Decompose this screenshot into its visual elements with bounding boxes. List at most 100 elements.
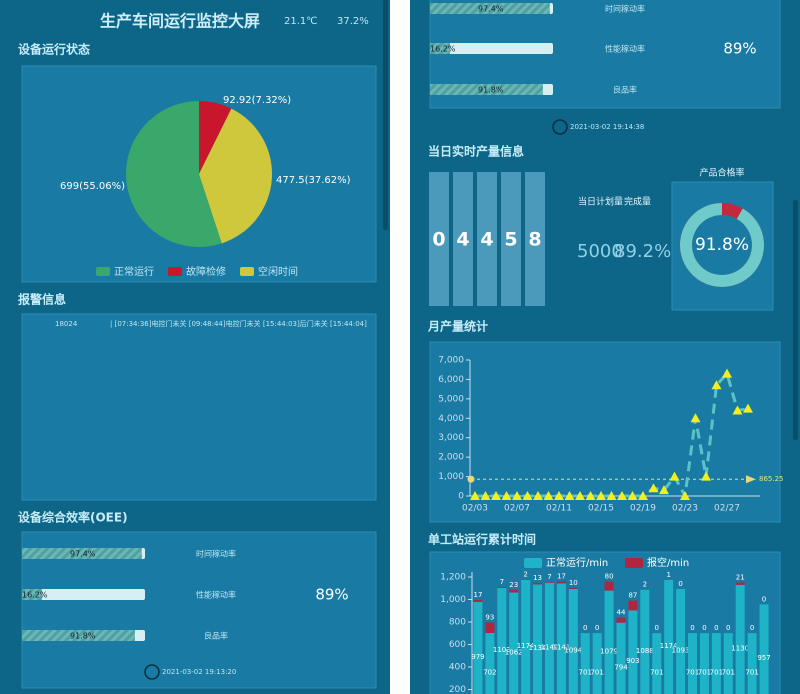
x-tick-label: 02/03	[462, 504, 488, 514]
marker	[501, 491, 512, 500]
bar-label: 701	[698, 669, 711, 677]
mark-start	[467, 475, 475, 483]
legend-swatch	[240, 267, 254, 276]
bar-label: 701	[650, 669, 663, 677]
bar	[604, 590, 614, 694]
rate-title: 产品合格率	[699, 167, 744, 179]
donut-label: 91.8%	[695, 235, 749, 255]
bar	[485, 633, 495, 694]
bar	[735, 584, 745, 694]
bar-label: 80	[605, 573, 614, 581]
title: 生产车间运行监控大屏	[100, 12, 260, 31]
bar	[616, 622, 626, 694]
bar	[664, 579, 674, 694]
marker	[617, 491, 627, 500]
bar-label: 702	[483, 669, 496, 677]
bar-label: 7	[500, 578, 504, 586]
bar-label: 0	[655, 624, 659, 632]
x-tick-label: 02/27	[714, 504, 740, 514]
progress-bar	[22, 589, 42, 600]
bar-label: 1094	[564, 646, 582, 654]
progress-track	[22, 589, 145, 600]
bar-label: 44	[617, 609, 626, 617]
marker	[669, 471, 680, 481]
bar-label: 0	[714, 624, 718, 632]
progress-name: 良品率	[204, 631, 228, 641]
bar-label: 17	[557, 573, 566, 581]
marker	[491, 491, 501, 500]
bar-label: 13	[533, 574, 542, 582]
progress-label: 16.2%	[22, 591, 48, 600]
digit: 4	[456, 229, 469, 251]
bar	[473, 599, 483, 602]
x-tick-label: 02/15	[588, 504, 614, 514]
bar-label: 1088	[636, 647, 654, 655]
digit: 0	[432, 229, 445, 251]
y-tick-label: 1,000	[440, 595, 466, 605]
marker	[701, 471, 711, 481]
bar	[592, 633, 602, 694]
bar	[735, 582, 745, 585]
bar-label: 2	[643, 580, 647, 588]
bar-label: 0	[595, 624, 599, 632]
slice-label: 699(55.06%)	[60, 181, 125, 192]
clock-icon	[144, 664, 160, 680]
bar-label: 701	[722, 669, 735, 677]
pie-slice	[126, 101, 222, 247]
scrollbar[interactable]	[793, 200, 798, 440]
progress-name: 时间稼动率	[605, 4, 645, 14]
marker	[512, 491, 522, 500]
y-tick-label: 7,000	[438, 356, 464, 366]
humidity: 37.2%	[337, 16, 369, 27]
marker	[564, 491, 575, 500]
bar	[628, 610, 638, 694]
bar	[556, 581, 566, 584]
bar	[568, 587, 578, 589]
progress-label: 16.2%	[430, 45, 456, 54]
bar	[640, 589, 650, 694]
alarm-count: 18024	[55, 320, 78, 328]
y-tick-label: 400	[449, 663, 466, 673]
y-tick-label: 2,000	[438, 453, 464, 463]
bar	[759, 604, 769, 694]
bar-label: 1174	[517, 642, 535, 650]
legend-label: 正常运行/min	[546, 556, 608, 569]
y-tick-label: 0	[458, 492, 464, 502]
progress-name: 时间稼动率	[196, 549, 236, 559]
progress-name: 性能稼动率	[605, 44, 645, 54]
digit-box	[501, 172, 521, 306]
bar	[533, 582, 543, 585]
bar	[544, 581, 554, 583]
bar-label: 1079	[600, 647, 618, 655]
bar-label: 0	[726, 624, 730, 632]
bar-label: 10	[569, 579, 578, 587]
section-title: 设备综合效率(OEE)	[18, 510, 128, 525]
bar	[711, 633, 721, 694]
x-tick-label: 02/23	[672, 504, 698, 514]
bar	[616, 617, 626, 623]
digit: 5	[504, 229, 517, 251]
progress-track	[430, 43, 553, 54]
digit-box	[429, 172, 449, 306]
bar-label: 1	[666, 571, 670, 579]
scrollbar[interactable]	[383, 0, 388, 230]
marker	[638, 491, 648, 500]
marker	[575, 491, 585, 500]
plan-label: 当日计划量	[578, 196, 623, 208]
y-tick-label: 200	[449, 685, 466, 694]
marker	[722, 368, 732, 378]
y-tick-label: 5,000	[438, 394, 464, 404]
x-tick-label: 02/19	[630, 504, 656, 514]
digit-box	[477, 172, 497, 306]
bar	[688, 633, 698, 694]
bar	[521, 579, 531, 694]
progress-label: 91.8%	[70, 632, 96, 641]
bar-label: 794	[614, 663, 628, 671]
donut-arc	[680, 203, 764, 287]
x-tick-label: 02/11	[546, 504, 572, 514]
bar-label: 0	[690, 624, 694, 632]
bar-label: 701	[590, 669, 603, 677]
timestamp: 2021-03-02 19:14:38	[570, 123, 644, 131]
